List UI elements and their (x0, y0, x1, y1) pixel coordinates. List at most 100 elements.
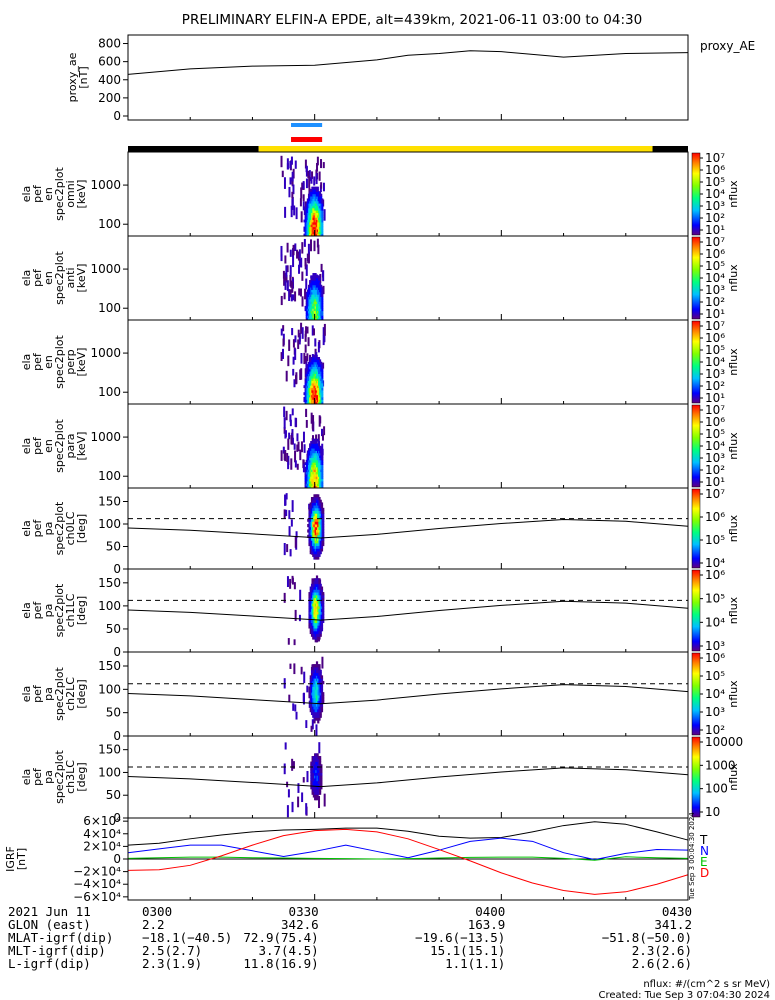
spectrogram-cell (304, 217, 307, 221)
spectrogram-cell (320, 371, 323, 374)
spectrogram-cell (308, 616, 311, 621)
spectrogram-cell (307, 231, 310, 235)
spectrogram-cell (314, 380, 317, 384)
proxy-ae-line (127, 50, 689, 75)
spectrogram-cell (307, 452, 310, 456)
spectrogram-cell (320, 694, 324, 699)
spectrogram-cell (314, 664, 317, 668)
spectrogram-cell (313, 373, 316, 377)
spectrogram-cell (312, 532, 315, 536)
spectrogram-cell (322, 700, 325, 704)
spectrogram-cell (320, 233, 323, 237)
spectrogram-cell (312, 540, 315, 544)
spectrogram-cell (314, 494, 317, 498)
spectrogram-cell (308, 532, 311, 536)
spectrogram-cell (314, 513, 317, 517)
spectrogram-cell (314, 371, 317, 374)
spectrogram-cell (307, 476, 310, 480)
spectrogram-cell (308, 603, 311, 607)
spectrogram-cell (319, 532, 322, 536)
spectrogram-cell (311, 325, 314, 336)
spectrogram-cell (309, 697, 312, 702)
spectrogram-cell (315, 471, 318, 475)
spectrogram-cell (312, 396, 315, 400)
colorbar-tick-label: 10⁵ (705, 669, 725, 683)
spectrogram-cell (320, 392, 323, 396)
spectrogram-cell (320, 532, 324, 536)
spectrogram-cell (304, 385, 307, 389)
panel-frame (127, 568, 689, 653)
spectrogram-cell (321, 212, 324, 216)
spectrogram-cell (313, 438, 316, 442)
spectrogram-cell (303, 671, 306, 684)
spectrogram-cell (311, 312, 314, 316)
spectrogram-cell (313, 578, 316, 582)
spectrogram-cell (320, 466, 323, 470)
spectrogram-cell (310, 680, 314, 685)
spectrogram-cell (321, 373, 324, 377)
spectrogram-cell (314, 273, 317, 276)
spectrogram-cell (302, 194, 305, 202)
spectrogram-cell (318, 675, 321, 679)
spectrogram-cell (285, 265, 288, 278)
spectrogram-cell (313, 382, 316, 386)
spectrogram-cell (311, 375, 314, 379)
spectrogram-cell (307, 387, 310, 391)
spectrogram-cell (317, 551, 320, 555)
spectrogram-cell (305, 371, 308, 374)
spectrogram-cell (294, 335, 297, 343)
spectrogram-cell (320, 537, 324, 541)
spectrogram-cell (313, 664, 316, 668)
spectrogram-cell (320, 226, 323, 230)
spectrogram-cell (315, 548, 319, 552)
y-tick-label: 2×10⁴ (83, 839, 121, 853)
spectrogram-cell (318, 510, 321, 514)
spectrogram-cell (312, 392, 315, 396)
spectrogram-cell (319, 537, 322, 541)
spectrogram-cell (306, 378, 309, 382)
spectrogram-cell (318, 478, 321, 482)
spectrogram-cell (321, 364, 324, 367)
spectrogram-cell (314, 303, 317, 307)
colorbar-tick-label: 10⁶ (705, 331, 725, 345)
spectrogram-cell (307, 303, 310, 307)
spectrogram-cell (318, 678, 321, 682)
spectrogram-cell (321, 226, 324, 230)
spectrogram-cell (318, 277, 321, 281)
spectrogram-cell (312, 373, 315, 377)
spectrogram-cell (314, 788, 317, 793)
spectrogram-cell (317, 683, 320, 688)
spectrogram-cell (313, 551, 316, 555)
spectrogram-cell (314, 518, 317, 522)
spectrogram-cell (311, 401, 314, 405)
spectrogram-cell (308, 537, 311, 541)
spectrogram-cell (311, 455, 314, 458)
spectrogram-cell (308, 529, 311, 533)
spectrogram-cell (312, 714, 315, 718)
spectrogram-cell (312, 228, 315, 232)
spectrogram-cell (304, 387, 307, 391)
spectrogram-cell (318, 231, 321, 235)
spectrogram-cell (304, 214, 307, 218)
spectrogram-cell (309, 214, 312, 218)
spectrogram-cell (315, 459, 318, 463)
spectrogram-cell (317, 628, 320, 632)
spectrogram-cell (318, 664, 321, 668)
spectrogram-cell (305, 308, 308, 312)
spectrogram-cell (309, 471, 312, 475)
spectrogram-cell (316, 219, 319, 223)
spectrogram-cell (322, 510, 325, 514)
spectrogram-cell (318, 505, 321, 509)
spectrogram-cell (317, 669, 320, 674)
spectrogram-cell (319, 203, 322, 206)
spectrogram-cell (317, 532, 320, 536)
spectrogram-cell (318, 589, 321, 593)
spectrogram-cell (304, 394, 307, 398)
spectrogram-cell (309, 675, 312, 679)
spectrogram-cell (312, 371, 315, 374)
spectrogram-cell (314, 697, 317, 702)
spectrogram-cell (289, 161, 292, 169)
y-axis-label: [deg] (75, 514, 88, 543)
spectrogram-cell (316, 296, 319, 300)
spectrogram-cell (317, 605, 320, 610)
